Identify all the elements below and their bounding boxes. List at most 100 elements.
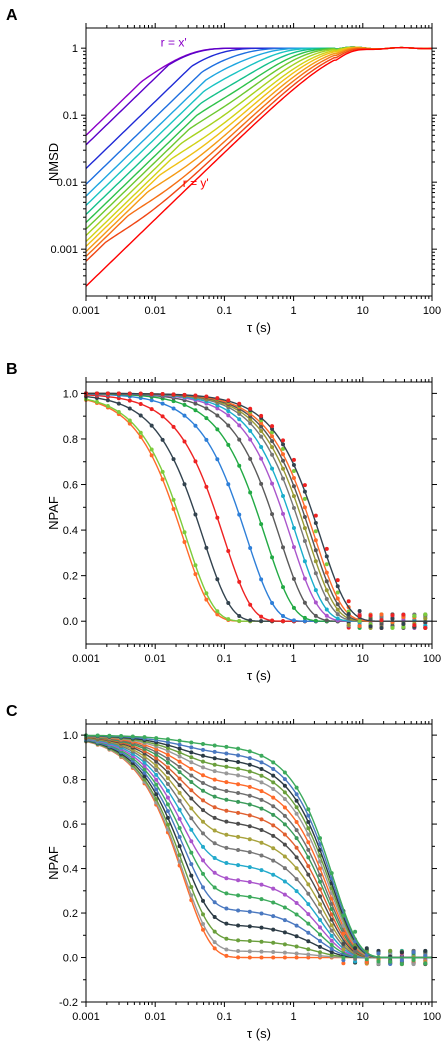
npaf-data-point bbox=[105, 391, 110, 396]
npaf-data-point bbox=[171, 457, 176, 462]
npaf-data-point bbox=[189, 760, 194, 765]
npaf-data-point bbox=[379, 626, 384, 631]
npaf-data-point bbox=[302, 615, 307, 620]
npaf-data-point bbox=[189, 755, 194, 760]
npaf-data-point bbox=[177, 738, 182, 743]
npaf-data-point bbox=[324, 613, 329, 618]
nmsd-series-line bbox=[85, 46, 433, 169]
npaf-data-point bbox=[329, 928, 334, 933]
npaf-data-point bbox=[271, 846, 276, 851]
npaf-data-point bbox=[294, 889, 299, 894]
npaf-data-point bbox=[259, 955, 264, 960]
y-tick-label: 0.0 bbox=[63, 616, 78, 628]
panel-b-ylabel: NPAF bbox=[46, 496, 61, 530]
npaf-data-point bbox=[282, 879, 287, 884]
npaf-data-point bbox=[201, 808, 205, 813]
npaf-data-point bbox=[270, 481, 275, 486]
npaf-data-point bbox=[94, 399, 99, 404]
npaf-data-point bbox=[281, 613, 286, 618]
npaf-data-point bbox=[335, 602, 340, 607]
npaf-data-point bbox=[189, 773, 194, 778]
npaf-data-point bbox=[291, 618, 296, 623]
npaf-data-point bbox=[291, 505, 296, 510]
npaf-data-point bbox=[189, 806, 194, 811]
npaf-data-point bbox=[177, 790, 182, 795]
npaf-data-point bbox=[165, 815, 170, 820]
npaf-data-point bbox=[271, 780, 276, 785]
npaf-data-point bbox=[341, 947, 346, 952]
npaf-data-point bbox=[346, 615, 351, 620]
npaf-data-point bbox=[189, 873, 194, 878]
npaf-data-point bbox=[127, 421, 132, 426]
npaf-data-point bbox=[341, 931, 346, 936]
panel-c: C 0.001 0.01 0.1 1 10 100 -0.2 0.0 0.2 0.4 0.6 0.8 1… bbox=[6, 703, 441, 1041]
npaf-data-point bbox=[237, 619, 242, 623]
panel-a-ylabel: NMSD bbox=[46, 143, 61, 181]
panel-c-axes: 0.001 0.01 0.1 1 10 100 -0.2 0.0 0.2 0.4 0.6 0.8 1.0 bbox=[59, 719, 441, 1023]
npaf-data-point bbox=[259, 577, 264, 582]
panel-b: B 0.001 0.01 0.1 1 10 100 0.0 0.2 0.4 0.6 0.8 1.0 N… bbox=[6, 361, 441, 683]
npaf-data-point bbox=[177, 770, 182, 775]
npaf-data-point bbox=[226, 482, 231, 487]
npaf-data-point bbox=[212, 786, 217, 791]
npaf-data-point bbox=[212, 749, 217, 754]
npaf-data-point bbox=[318, 953, 322, 958]
npaf-data-point bbox=[107, 733, 112, 738]
npaf-data-point bbox=[306, 819, 311, 824]
npaf-data-point bbox=[236, 893, 241, 898]
npaf-data-point bbox=[324, 607, 329, 612]
npaf-data-point bbox=[318, 917, 322, 922]
npaf-data-point bbox=[353, 954, 358, 959]
npaf-data-point bbox=[204, 591, 209, 596]
npaf-data-point bbox=[306, 902, 311, 907]
npaf-data-point bbox=[318, 859, 322, 864]
npaf-data-point bbox=[189, 816, 194, 821]
npaf-data-point bbox=[335, 616, 340, 621]
npaf-data-point bbox=[306, 855, 311, 860]
npaf-data-point bbox=[247, 824, 252, 829]
npaf-data-point bbox=[237, 579, 242, 584]
npaf-data-point bbox=[177, 742, 182, 747]
npaf-data-point bbox=[270, 466, 275, 471]
npaf-data-point bbox=[105, 404, 110, 409]
npaf-data-point bbox=[411, 957, 416, 962]
npaf-data-point bbox=[291, 469, 296, 474]
npaf-data-point bbox=[201, 819, 205, 824]
npaf-data-point bbox=[212, 743, 217, 748]
panel-a-letter: A bbox=[6, 7, 18, 24]
npaf-data-point bbox=[204, 394, 209, 399]
y-tick-label: 1.0 bbox=[63, 730, 78, 742]
npaf-data-point bbox=[149, 453, 154, 458]
npaf-data-point bbox=[271, 950, 276, 955]
npaf-data-point bbox=[294, 866, 299, 871]
npaf-data-point bbox=[142, 767, 147, 772]
npaf-data-point bbox=[313, 548, 318, 553]
npaf-data-point bbox=[189, 750, 194, 755]
npaf-data-point bbox=[247, 749, 252, 754]
npaf-data-point bbox=[341, 955, 346, 960]
npaf-fit-line bbox=[85, 392, 432, 622]
npaf-data-point bbox=[193, 563, 198, 568]
npaf-data-point bbox=[294, 955, 299, 960]
npaf-data-point bbox=[224, 876, 229, 881]
npaf-data-point bbox=[177, 859, 182, 864]
npaf-data-point bbox=[313, 588, 318, 593]
npaf-fit-line bbox=[85, 735, 432, 959]
npaf-data-point bbox=[212, 769, 217, 774]
npaf-data-point bbox=[302, 489, 307, 494]
npaf-data-point bbox=[204, 597, 209, 602]
npaf-data-point bbox=[236, 949, 241, 954]
npaf-data-point bbox=[149, 423, 154, 428]
npaf-data-point bbox=[236, 760, 241, 765]
npaf-data-point bbox=[212, 929, 217, 934]
npaf-data-point bbox=[294, 785, 299, 790]
npaf-data-point bbox=[313, 571, 318, 576]
npaf-data-point bbox=[165, 770, 170, 775]
npaf-data-point bbox=[201, 844, 205, 849]
npaf-data-point bbox=[212, 828, 217, 833]
npaf-data-point bbox=[281, 619, 286, 624]
npaf-data-point bbox=[237, 613, 242, 618]
npaf-data-point bbox=[204, 545, 209, 550]
npaf-data-point bbox=[182, 392, 187, 397]
npaf-data-point bbox=[259, 828, 264, 833]
